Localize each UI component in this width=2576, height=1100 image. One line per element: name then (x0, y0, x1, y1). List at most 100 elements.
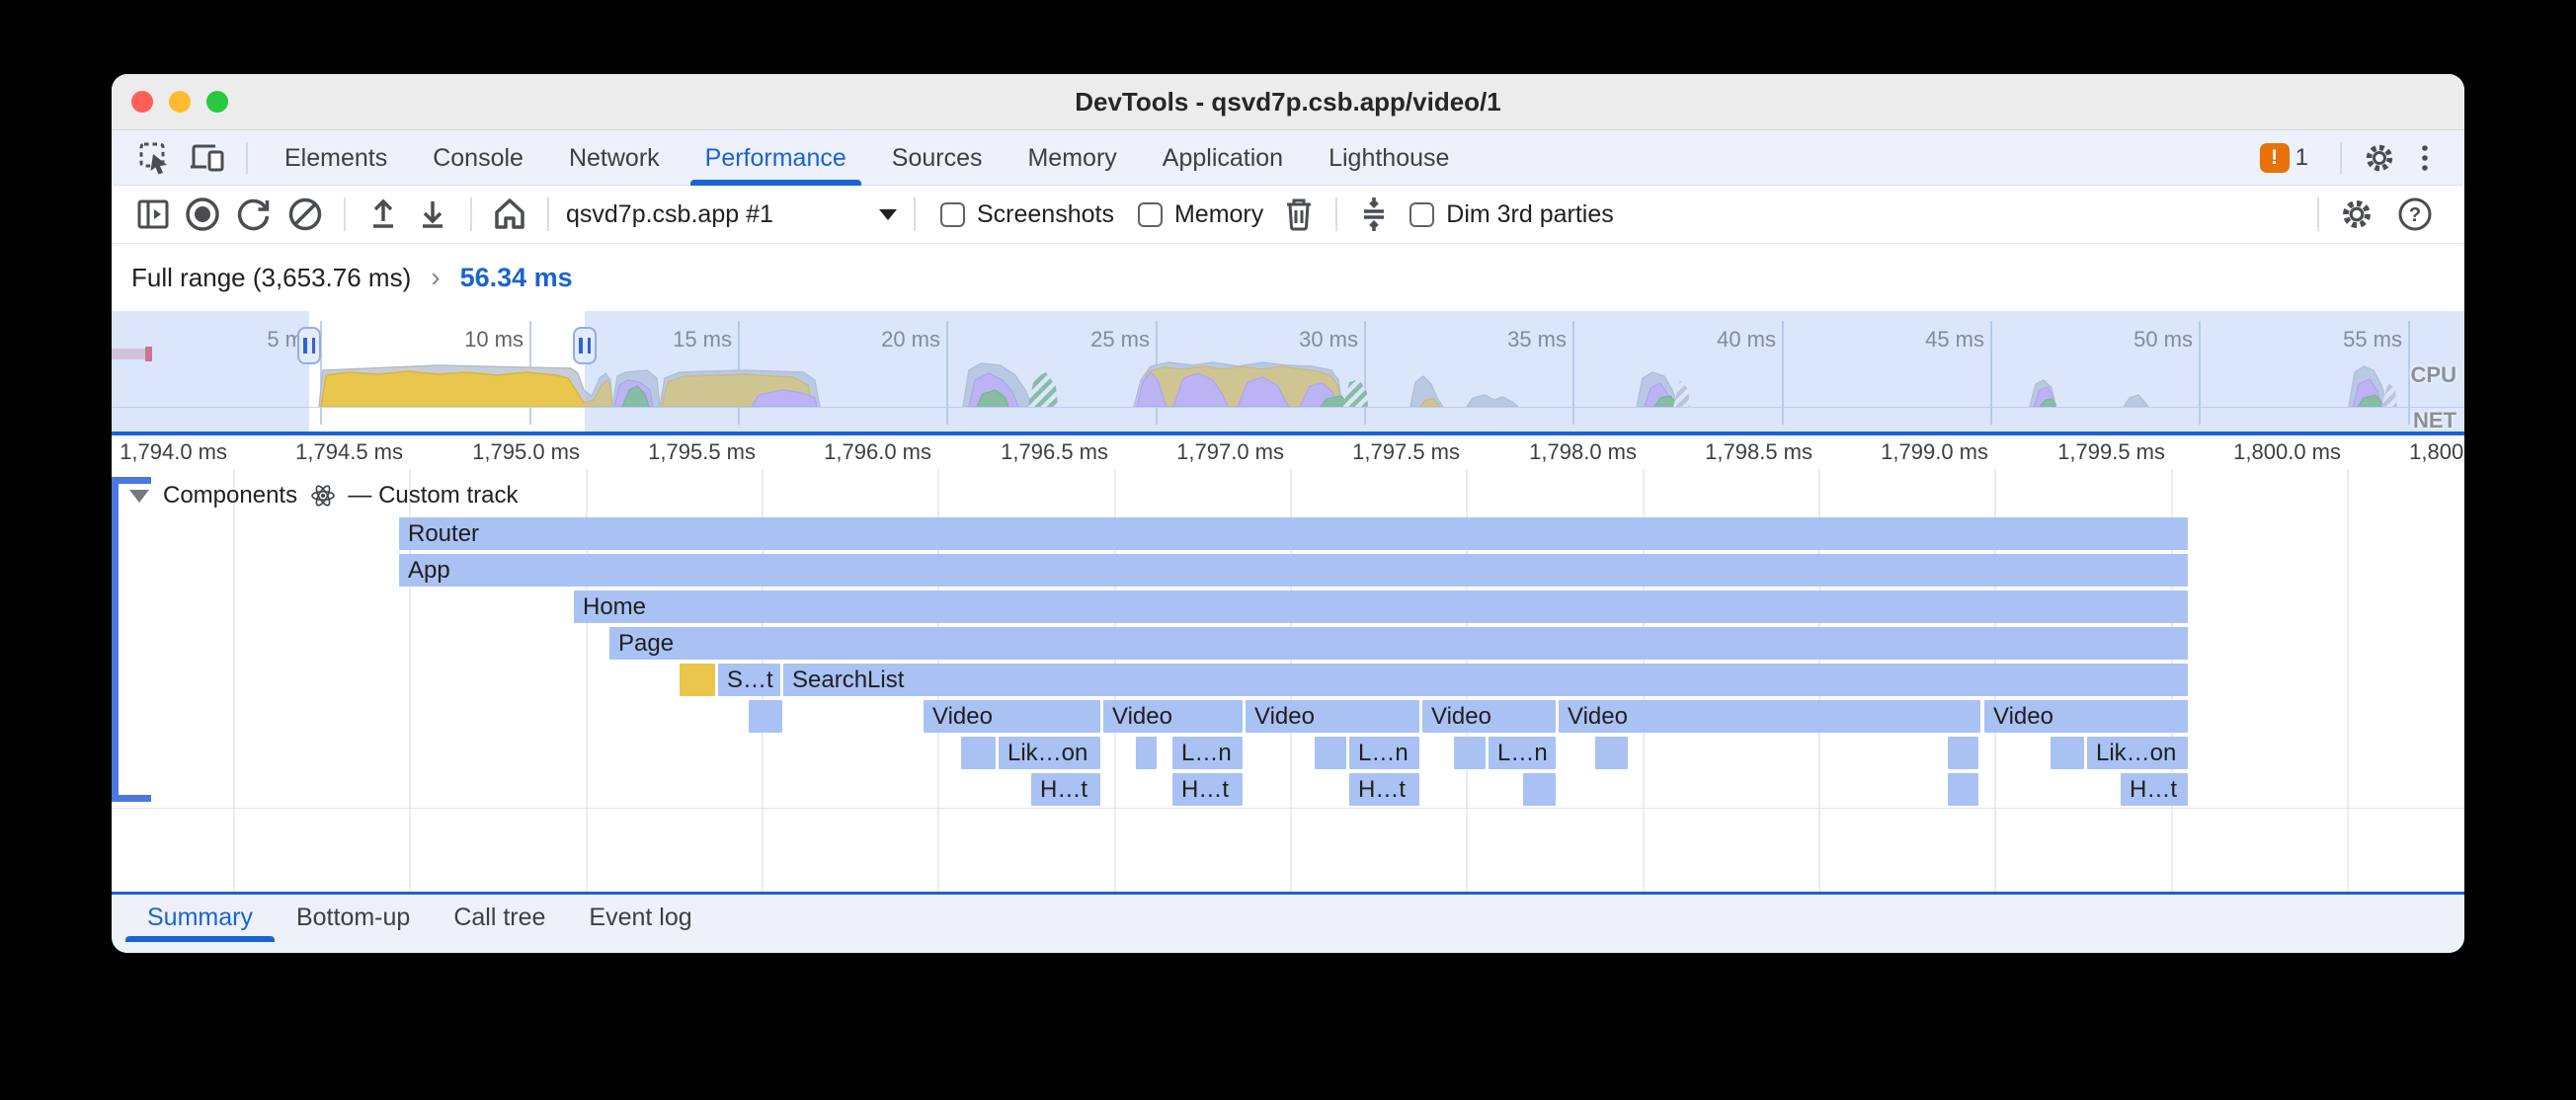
flame-bar[interactable] (749, 700, 782, 733)
flame-bar-video[interactable]: Video (1422, 700, 1556, 733)
capture-settings-gear-icon[interactable] (2338, 196, 2375, 233)
flame-bar[interactable] (1136, 737, 1157, 769)
flame-bar-ht[interactable]: H…t (1172, 773, 1243, 806)
ruler-label: 1,800.5 ms (2409, 439, 2464, 464)
full-range-breadcrumb[interactable]: Full range (3,653.76 ms) (131, 262, 412, 292)
flame-bar-video[interactable]: Video (1103, 700, 1243, 733)
panel-left-icon[interactable] (135, 196, 171, 232)
flame-bar[interactable] (1454, 737, 1486, 769)
device-toolbar-icon[interactable] (189, 140, 226, 176)
track-header[interactable]: Components — Custom track (129, 479, 518, 512)
minimap-tick-label: 15 ms (673, 327, 732, 352)
flame-gridline (2347, 469, 2349, 892)
flame-bar-video[interactable]: Video (924, 700, 1100, 733)
close-traffic-light-button[interactable] (131, 91, 153, 113)
flame-bar-ln[interactable]: L…n (1489, 737, 1556, 769)
flame-bar-ln[interactable]: L…n (1172, 737, 1243, 769)
minimize-traffic-light-button[interactable] (169, 91, 191, 113)
tab-application[interactable]: Application (1162, 143, 1284, 172)
flame-bar-likon[interactable]: Lik…on (2087, 737, 2188, 769)
flame-bar[interactable] (1948, 773, 1978, 806)
tab-sources[interactable]: Sources (891, 143, 983, 172)
flame-gridline (233, 469, 235, 892)
cpu-blob (1465, 394, 1520, 408)
download-icon[interactable] (414, 196, 451, 233)
flame-bar-ln[interactable]: L…n (1349, 737, 1419, 769)
flame-bar[interactable] (1315, 737, 1346, 769)
minimap-window-handle[interactable] (573, 327, 597, 364)
bottom-tab-event-log[interactable]: Event log (589, 904, 692, 931)
flame-bar[interactable] (1523, 773, 1556, 806)
timeline-overview-minimap[interactable]: 5 ms 10 ms 15 ms 20 ms 25 ms 30 ms 35 ms 40 ms 4… (112, 311, 2464, 435)
flame-bar-st[interactable]: S…t (718, 664, 780, 696)
reload-icon[interactable] (234, 195, 274, 234)
chevron-down-icon (879, 208, 897, 220)
minimap-window-handle[interactable] (297, 327, 321, 364)
target-selector[interactable]: qsvd7p.csb.app #1 (566, 200, 897, 229)
flame-bar-video[interactable]: Video (1984, 700, 2188, 733)
flame-bar-page[interactable]: Page (609, 627, 2188, 660)
flame-bar-ht[interactable]: H…t (1349, 773, 1419, 806)
cpu-blob (2381, 382, 2397, 407)
minimap-tick-line (320, 321, 322, 425)
compress-icon[interactable] (1356, 195, 1392, 234)
inspect-icon[interactable] (137, 140, 173, 176)
memory-checkbox[interactable] (1137, 201, 1163, 227)
memory-checkbox-group[interactable]: Memory (1137, 200, 1263, 229)
range-breadcrumb: Full range (3,653.76 ms) › 56.34 ms (112, 244, 2464, 311)
flame-bar-searchlist[interactable]: SearchList (783, 664, 2188, 696)
flame-bar[interactable] (680, 664, 715, 696)
flame-chart[interactable]: Components — Custom track Router App Home P… (112, 469, 2464, 892)
tab-elements[interactable]: Elements (284, 143, 388, 172)
screenshots-checkbox-group[interactable]: Screenshots (940, 200, 1114, 229)
bottom-tabbar: Summary Bottom-up Call tree Event log (112, 892, 2464, 953)
bottom-tab-summary[interactable]: Summary (125, 895, 275, 942)
tab-lighthouse[interactable]: Lighthouse (1328, 143, 1450, 172)
ruler-label: 1,797.0 ms (1176, 439, 1284, 464)
ruler-label: 1,798.0 ms (1529, 439, 1637, 464)
divider (547, 197, 549, 231)
record-icon[interactable] (183, 195, 222, 234)
gear-icon[interactable] (2362, 140, 2397, 176)
flame-bar[interactable] (2051, 737, 2084, 769)
flame-bar-video[interactable]: Video (1246, 700, 1419, 733)
net-lane-divider (112, 407, 2464, 408)
help-icon[interactable]: ? (2395, 195, 2435, 234)
ruler-label: 1,800.0 ms (2233, 439, 2341, 464)
trash-icon[interactable] (1281, 196, 1317, 233)
flame-bar-ht[interactable]: H…t (1031, 773, 1100, 806)
flame-bar-video[interactable]: Video (1559, 700, 1980, 733)
tab-memory[interactable]: Memory (1027, 143, 1117, 172)
block-icon[interactable] (285, 195, 325, 234)
bottom-tab-bottom-up[interactable]: Bottom-up (295, 904, 411, 931)
divider (2340, 141, 2342, 174)
minimap-tick-label: 25 ms (1090, 327, 1150, 352)
cpu-blob (1028, 372, 1058, 407)
tab-console[interactable]: Console (433, 143, 523, 172)
home-icon[interactable] (491, 196, 528, 233)
flame-bar-likon[interactable]: Lik…on (999, 737, 1100, 769)
flame-bar-router[interactable]: Router (399, 517, 2188, 550)
flame-bar-app[interactable]: App (399, 554, 2188, 587)
screenshots-checkbox[interactable] (940, 201, 965, 227)
upload-icon[interactable] (364, 196, 402, 233)
zoom-traffic-light-button[interactable] (206, 91, 228, 113)
dim-3rd-parties-checkbox[interactable] (1409, 201, 1435, 227)
dim-3rd-parties-checkbox-group[interactable]: Dim 3rd parties (1409, 200, 1614, 229)
kebab-menu-icon[interactable] (2419, 140, 2431, 176)
flame-bar-home[interactable]: Home (574, 590, 2188, 623)
tab-network[interactable]: Network (568, 143, 660, 172)
bottom-tab-call-tree[interactable]: Call tree (453, 904, 546, 931)
flame-bar[interactable] (961, 737, 996, 769)
selected-range-breadcrumb[interactable]: 56.34 ms (459, 262, 573, 292)
flame-bar[interactable] (1595, 737, 1628, 769)
divider (1335, 197, 1338, 231)
issues-icon[interactable]: ! (2259, 142, 2290, 173)
cpu-activity-chart (318, 361, 2397, 408)
tab-performance[interactable]: Performance (683, 130, 869, 186)
collapse-triangle-icon[interactable] (129, 489, 149, 503)
issues-count[interactable]: 1 (2294, 143, 2308, 171)
flame-bar-ht[interactable]: H…t (2121, 773, 2188, 806)
flame-bar[interactable] (1948, 737, 1978, 769)
long-task-marker (112, 349, 145, 359)
